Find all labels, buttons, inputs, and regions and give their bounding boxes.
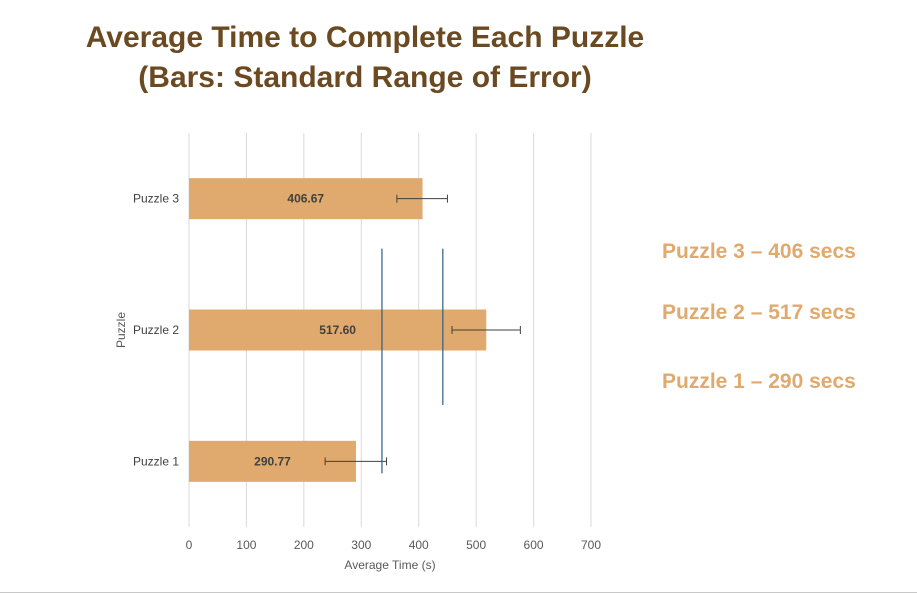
x-axis-label: Average Time (s) [344,558,435,572]
chart-title: Average Time to Complete Each Puzzle [85,21,645,54]
x-tick-label-200: 200 [294,538,314,552]
note-puzzle-1: Puzzle 1 – 290 secs [662,370,856,393]
chart-title-block: Average Time to Complete Each Puzzle (Ba… [60,18,670,98]
chart-subtitle: (Bars: Standard Range of Error) [138,61,592,94]
bottom-divider [0,592,917,593]
note-puzzle-2: Puzzle 2 – 517 secs [662,301,856,324]
y-tick-label-puzzle-3: Puzzle 3 [133,192,179,206]
data-label-puzzle-2: 517.60 [319,323,356,337]
bar-puzzle-2 [189,309,487,351]
x-tick-label-0: 0 [186,538,193,552]
y-axis-label: Puzzle [114,312,128,348]
data-label-puzzle-1: 290.77 [254,454,291,468]
x-tick-label-400: 400 [409,538,429,552]
x-tick-label-500: 500 [466,538,486,552]
y-tick-label-puzzle-1: Puzzle 1 [133,454,179,468]
x-tick-label-100: 100 [236,538,256,552]
x-tick-label-600: 600 [524,538,544,552]
data-label-puzzle-3: 406.67 [287,192,324,206]
note-puzzle-3: Puzzle 3 – 406 secs [662,240,856,263]
x-tick-label-300: 300 [351,538,371,552]
bar-puzzle-3 [189,178,423,220]
y-tick-label-puzzle-2: Puzzle 2 [133,323,179,337]
x-tick-label-700: 700 [581,538,601,552]
